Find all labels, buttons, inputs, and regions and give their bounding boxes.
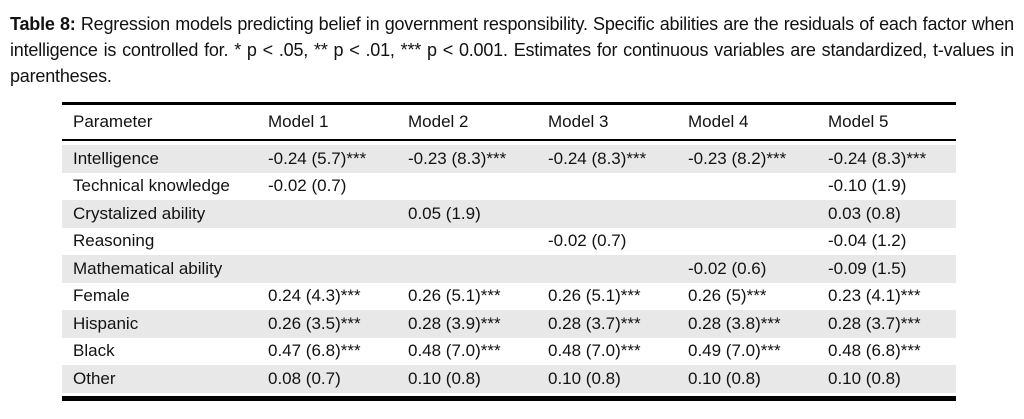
- table-header-row: Parameter Model 1 Model 2 Model 3 Model …: [62, 105, 956, 139]
- table-row-hispanic: Hispanic 0.26 (3.5)*** 0.28 (3.9)*** 0.2…: [62, 310, 956, 338]
- value-cell: 0.48 (7.0)***: [408, 341, 501, 361]
- column-header-parameter: Parameter: [73, 112, 153, 131]
- value-cell: 0.10 (0.8): [548, 368, 621, 388]
- table-row-reasoning: Reasoning -0.02 (0.7) -0.04 (1.2): [62, 228, 956, 256]
- value-cell: 0.10 (0.8): [408, 368, 481, 388]
- value-cell: 0.26 (5.1)***: [548, 286, 641, 306]
- table-row-crystalized-ability: Crystalized ability 0.05 (1.9) 0.03 (0.8…: [62, 200, 956, 228]
- row-label: Mathematical ability: [73, 258, 223, 278]
- value-cell: -0.24 (8.3)***: [828, 148, 927, 168]
- value-cell: -0.04 (1.2): [828, 231, 907, 251]
- row-label: Hispanic: [73, 313, 139, 333]
- column-header-model-1: Model 1: [268, 112, 329, 131]
- table-row-intelligence: Intelligence -0.24 (5.7)*** -0.23 (8.3)*…: [62, 145, 956, 173]
- value-cell: 0.49 (7.0)***: [688, 341, 781, 361]
- value-cell: -0.24 (8.3)***: [548, 148, 647, 168]
- table-caption: Table 8: Regression models predicting be…: [10, 11, 1014, 89]
- column-header-model-3: Model 3: [548, 112, 609, 131]
- row-label: Crystalized ability: [73, 203, 206, 223]
- value-cell: 0.03 (0.8): [828, 203, 901, 223]
- value-cell: -0.23 (8.3)***: [408, 148, 507, 168]
- row-label: Other: [73, 368, 116, 388]
- value-cell: 0.08 (0.7): [268, 368, 341, 388]
- table-body: Intelligence -0.24 (5.7)*** -0.23 (8.3)*…: [62, 141, 956, 396]
- value-cell: 0.10 (0.8): [688, 368, 761, 388]
- table-row-technical-knowledge: Technical knowledge -0.02 (0.7) -0.10 (1…: [62, 173, 956, 201]
- row-label: Intelligence: [73, 148, 160, 168]
- column-header-model-5: Model 5: [828, 112, 889, 131]
- column-header-model-4: Model 4: [688, 112, 749, 131]
- value-cell: 0.26 (3.5)***: [268, 313, 361, 333]
- table-header-rule: [62, 139, 956, 141]
- table-top-rule: [62, 102, 956, 105]
- table-row-mathematical-ability: Mathematical ability -0.02 (0.6) -0.09 (…: [62, 255, 956, 283]
- row-label: Black: [73, 341, 115, 361]
- table-row-female: Female 0.24 (4.3)*** 0.26 (5.1)*** 0.26 …: [62, 283, 956, 311]
- table-bottom-rule: [62, 395, 956, 401]
- value-cell: 0.23 (4.1)***: [828, 286, 921, 306]
- row-label: Female: [73, 286, 130, 306]
- value-cell: 0.26 (5.1)***: [408, 286, 501, 306]
- value-cell: -0.23 (8.2)***: [688, 148, 787, 168]
- value-cell: -0.24 (5.7)***: [268, 148, 367, 168]
- value-cell: -0.09 (1.5): [828, 258, 907, 278]
- value-cell: 0.28 (3.9)***: [408, 313, 501, 333]
- row-label: Reasoning: [73, 231, 155, 251]
- row-label: Technical knowledge: [73, 176, 230, 196]
- value-cell: 0.28 (3.8)***: [688, 313, 781, 333]
- value-cell: -0.02 (0.7): [548, 231, 627, 251]
- table-row-black: Black 0.47 (6.8)*** 0.48 (7.0)*** 0.48 (…: [62, 338, 956, 366]
- value-cell: -0.02 (0.6): [688, 258, 767, 278]
- value-cell: 0.48 (7.0)***: [548, 341, 641, 361]
- regression-table: Parameter Model 1 Model 2 Model 3 Model …: [62, 102, 956, 401]
- value-cell: 0.47 (6.8)***: [268, 341, 361, 361]
- caption-text: Regression models predicting belief in g…: [10, 14, 1014, 86]
- value-cell: 0.24 (4.3)***: [268, 286, 361, 306]
- value-cell: 0.48 (6.8)***: [828, 341, 921, 361]
- value-cell: 0.26 (5)***: [688, 286, 767, 306]
- value-cell: -0.02 (0.7): [268, 176, 347, 196]
- table-row-other: Other 0.08 (0.7) 0.10 (0.8) 0.10 (0.8) 0…: [62, 365, 956, 393]
- value-cell: 0.28 (3.7)***: [548, 313, 641, 333]
- caption-label: Table 8:: [10, 14, 76, 34]
- value-cell: 0.05 (1.9): [408, 203, 481, 223]
- value-cell: -0.10 (1.9): [828, 176, 907, 196]
- value-cell: 0.28 (3.7)***: [828, 313, 921, 333]
- value-cell: 0.10 (0.8): [828, 368, 901, 388]
- column-header-model-2: Model 2: [408, 112, 469, 131]
